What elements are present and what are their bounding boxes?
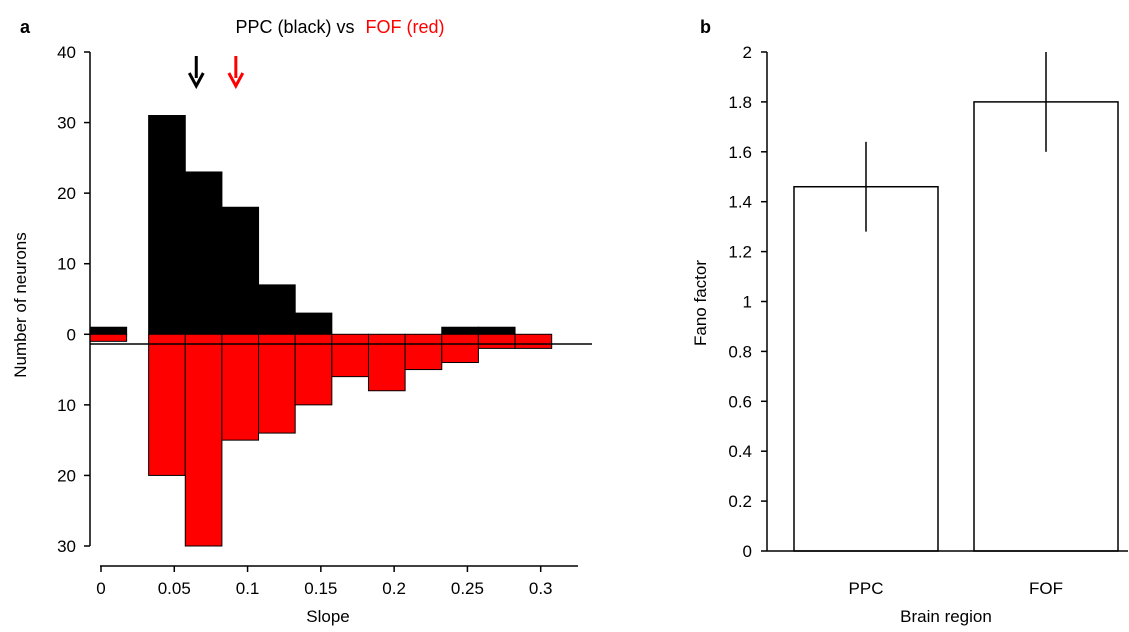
histogram-bar-ppc bbox=[294, 312, 333, 335]
y-tick-label: 40 bbox=[57, 43, 76, 62]
x-tick-label: 0 bbox=[96, 579, 105, 598]
histogram-bar-fof bbox=[477, 333, 516, 349]
y-tick-label: 0 bbox=[743, 542, 752, 561]
histogram-bar-fof bbox=[148, 333, 186, 476]
panel-label-a: a bbox=[20, 17, 31, 37]
y-tick-label: 10 bbox=[57, 396, 76, 415]
chart-title-a: PPC (black) vs FOF (red) bbox=[235, 17, 444, 37]
mean-arrow-head bbox=[227, 72, 245, 90]
histogram-bar-ppc bbox=[477, 326, 516, 335]
title-ppc-part: PPC (black) vs bbox=[235, 17, 354, 37]
y-tick-label: 1.4 bbox=[728, 193, 752, 212]
y-tick-label: 30 bbox=[57, 537, 76, 556]
histogram-bar-fof bbox=[367, 333, 406, 392]
x-tick-label: 0.05 bbox=[158, 579, 191, 598]
y-tick-label: 0.6 bbox=[728, 392, 752, 411]
histogram-bar-ppc bbox=[441, 326, 479, 335]
x-tick-label-fof: FOF bbox=[1029, 579, 1063, 598]
histogram-bar-ppc bbox=[258, 284, 296, 335]
mean-arrow-head bbox=[187, 72, 205, 90]
y-tick-label: 0 bbox=[67, 325, 76, 344]
histogram-bar-fof bbox=[514, 333, 553, 349]
y-tick-label: 1.6 bbox=[728, 143, 752, 162]
y-ticks-a: 40 30 20 10 0 10 20 30 bbox=[57, 43, 90, 556]
y-tick-label: 1.8 bbox=[728, 93, 752, 112]
x-ticks-a: 0 0.05 0.1 0.15 0.2 0.25 0.3 bbox=[96, 566, 553, 598]
histogram-bar-fof bbox=[294, 333, 333, 406]
x-axis-label-a: Slope bbox=[306, 607, 349, 626]
x-axis-label-b: Brain region bbox=[900, 607, 992, 626]
y-tick-label: 0.8 bbox=[728, 342, 752, 361]
x-tick-label: 0.2 bbox=[382, 579, 406, 598]
histogram-bar-ppc bbox=[221, 206, 260, 335]
y-tick-label: 20 bbox=[57, 184, 76, 203]
histogram-bar-fof bbox=[258, 333, 296, 434]
x-tick-label-ppc: PPC bbox=[849, 579, 884, 598]
y-axis-label-a: Number of neurons bbox=[11, 232, 30, 378]
x-tick-label: 0.15 bbox=[304, 579, 337, 598]
y-tick-label: 1 bbox=[743, 293, 752, 312]
y-tick-label: 1.2 bbox=[728, 243, 752, 262]
y-tick-label: 20 bbox=[57, 466, 76, 485]
histogram-bar-fof bbox=[441, 333, 479, 364]
x-ticks-b: PPC FOF bbox=[849, 579, 1063, 598]
title-fof-part: FOF (red) bbox=[366, 17, 445, 37]
histogram-panel-a: a PPC (black) vs FOF (red) 40 30 20 10 0 10 20… bbox=[11, 17, 592, 626]
y-ticks-b: 0 0.2 0.4 0.6 0.8 1 1.2 1.4 1.6 1.8 2 bbox=[728, 43, 767, 561]
y-tick-label: 10 bbox=[57, 255, 76, 274]
histogram-bar-fof bbox=[184, 333, 223, 547]
histogram-bar-fof bbox=[89, 333, 128, 342]
histogram-bar-fof bbox=[331, 333, 369, 378]
y-tick-label: 2 bbox=[743, 43, 752, 62]
fano-bars bbox=[793, 52, 1119, 552]
bar-fof bbox=[973, 101, 1119, 552]
mean-arrows bbox=[187, 56, 245, 90]
histogram-bars bbox=[89, 115, 553, 547]
histogram-bar-ppc bbox=[89, 326, 128, 335]
histogram-bar-ppc bbox=[148, 115, 186, 335]
y-tick-label: 30 bbox=[57, 114, 76, 133]
histogram-bar-ppc bbox=[184, 171, 223, 335]
y-tick-label: 0.2 bbox=[728, 492, 752, 511]
histogram-bar-fof bbox=[221, 333, 260, 441]
x-tick-label: 0.1 bbox=[236, 579, 260, 598]
y-tick-label: 0.4 bbox=[728, 442, 752, 461]
y-axis-label-b: Fano factor bbox=[691, 260, 710, 346]
x-tick-label: 0.25 bbox=[451, 579, 484, 598]
panel-label-b: b bbox=[700, 17, 711, 37]
bar-panel-b: b 0 0.2 0.4 0.6 0.8 1 1.2 1.4 1.6 1.8 2 PPC FOF Bra… bbox=[691, 17, 1128, 626]
x-tick-label: 0.3 bbox=[529, 579, 553, 598]
histogram-bar-fof bbox=[404, 333, 443, 371]
bar-ppc bbox=[793, 185, 939, 552]
